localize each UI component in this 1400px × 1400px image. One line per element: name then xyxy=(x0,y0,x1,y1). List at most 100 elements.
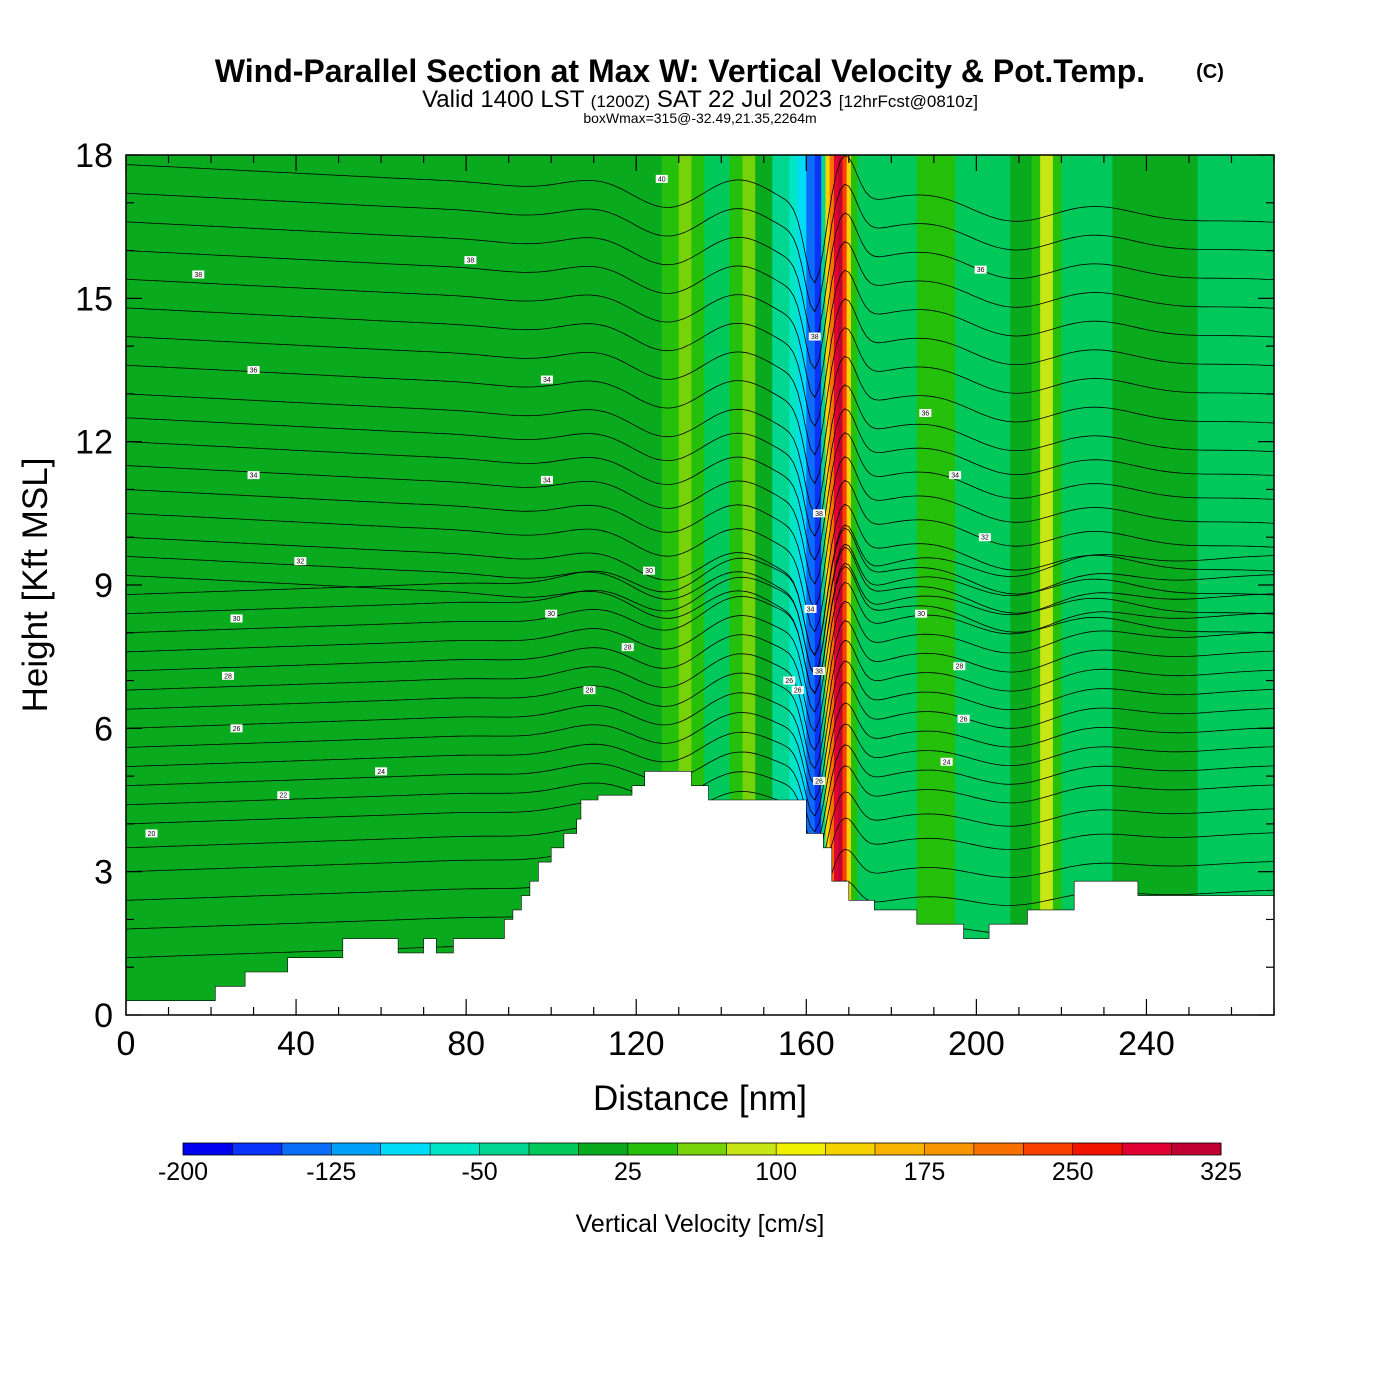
theta-label-23: 38 xyxy=(813,667,826,676)
theta-label-16: 30 xyxy=(642,566,655,575)
colorbar-swatch xyxy=(1171,1143,1222,1155)
theta-contour-33 xyxy=(126,183,1274,313)
theta-contour-16 xyxy=(126,543,1274,675)
theta-contour-19 xyxy=(126,546,1274,676)
copyright-mark: (C) xyxy=(1196,61,1224,83)
theta-label-13: 30 xyxy=(545,609,558,618)
theta-contour-10 xyxy=(126,660,1274,786)
theta-contour-32 xyxy=(126,212,1274,341)
theta-label-6: 32 xyxy=(294,557,307,566)
theta-label-5: 30 xyxy=(230,614,243,623)
theta-label-0: 20 xyxy=(145,829,158,838)
colorbar: -200 -125 -50 25 100 175 250 325 xyxy=(158,1142,1242,1186)
theta-label-text: 26 xyxy=(785,678,793,685)
theta-label-text: 34 xyxy=(543,377,551,384)
theta-label-text: 32 xyxy=(981,535,989,542)
velocity-band-29 xyxy=(1052,155,1063,1015)
chart-subtitle: Valid 1400 LST (1200Z) SAT 22 Jul 2023 [… xyxy=(422,86,978,113)
x-tick-label: 160 xyxy=(778,1025,835,1063)
theta-contour-26 xyxy=(126,384,1274,513)
subtitle-forecast: [12hrFcst@0810z] xyxy=(839,92,978,111)
theta-label-11: 34 xyxy=(540,375,553,384)
theta-contour-23 xyxy=(126,456,1274,585)
theta-label-text: 28 xyxy=(624,645,632,652)
colorbar-swatch xyxy=(627,1143,678,1155)
colorbar-swatch xyxy=(430,1143,481,1155)
theta-label-text: 30 xyxy=(233,616,241,623)
theta-contour-labels: 2022242628303234363838343430282830402626… xyxy=(145,174,991,838)
velocity-band-31 xyxy=(1112,155,1199,1015)
theta-label-9: 38 xyxy=(192,270,205,279)
theta-contour-21 xyxy=(126,503,1274,633)
theta-label-14: 28 xyxy=(583,686,596,695)
colorbar-swatch xyxy=(232,1143,283,1155)
velocity-band-19 xyxy=(838,155,844,1015)
colorbar-tick-label: -50 xyxy=(462,1158,498,1186)
subtitle-date: SAT 22 Jul 2023 xyxy=(657,86,832,113)
theta-label-3: 26 xyxy=(230,724,243,733)
theta-contour-8 xyxy=(126,702,1274,817)
theta-label-text: 26 xyxy=(233,726,241,733)
theta-contour-17 xyxy=(126,524,1274,656)
colorbar-swatch xyxy=(677,1143,728,1155)
theta-label-22: 38 xyxy=(813,509,826,518)
colorbar-swatch xyxy=(776,1143,827,1155)
velocity-band-12 xyxy=(797,155,807,1015)
theta-label-text: 34 xyxy=(951,473,959,480)
theta-label-text: 36 xyxy=(977,267,985,274)
y-tick-label: 12 xyxy=(75,424,113,462)
velocity-band-20 xyxy=(842,155,848,1015)
theta-label-text: 38 xyxy=(467,258,475,265)
velocity-band-15 xyxy=(821,155,827,1015)
x-tick-label: 80 xyxy=(447,1025,485,1063)
theta-label-17: 40 xyxy=(655,174,668,183)
y-axis-label: Height [Kft MSL] xyxy=(16,458,55,713)
theta-label-text: 34 xyxy=(543,477,551,484)
theta-label-4: 28 xyxy=(222,671,235,680)
colorbar-swatch xyxy=(331,1143,382,1155)
colorbar-tick-label: 250 xyxy=(1052,1158,1094,1186)
theta-label-19: 26 xyxy=(791,686,804,695)
theta-contour-9 xyxy=(126,681,1274,801)
theta-label-text: 30 xyxy=(645,568,653,575)
theta-label-text: 40 xyxy=(658,176,666,183)
x-tick-label: 0 xyxy=(117,1025,136,1063)
theta-label-text: 38 xyxy=(815,669,823,676)
theta-contour-22 xyxy=(126,479,1274,609)
theta-label-text: 36 xyxy=(250,368,258,375)
subtitle-utc: (1200Z) xyxy=(591,92,651,111)
colorbar-swatch xyxy=(1122,1143,1173,1155)
theta-label-text: 28 xyxy=(586,688,594,695)
x-axis-label: Distance [nm] xyxy=(593,1079,807,1118)
colorbar-swatch xyxy=(578,1143,629,1155)
theta-label-text: 24 xyxy=(943,759,951,766)
theta-label-12: 34 xyxy=(540,475,553,484)
theta-label-text: 38 xyxy=(811,334,819,341)
colorbar-swatch xyxy=(825,1143,876,1155)
theta-label-25: 30 xyxy=(915,609,928,618)
theta-contour-14 xyxy=(126,581,1274,713)
velocity-band-13 xyxy=(806,155,816,1015)
theta-contour-12 xyxy=(126,620,1274,752)
theta-label-7: 34 xyxy=(247,471,260,480)
y-tick-label: 9 xyxy=(94,567,113,605)
velocity-band-14 xyxy=(814,155,822,1015)
y-tick-label: 0 xyxy=(94,997,113,1035)
theta-label-text: 34 xyxy=(250,473,258,480)
chart-title: Wind-Parallel Section at Max W: Vertical… xyxy=(215,53,1145,89)
x-tick-label: 120 xyxy=(608,1025,665,1063)
colorbar-swatch xyxy=(1072,1143,1123,1155)
theta-label-24: 26 xyxy=(813,776,826,785)
colorbar-label: Vertical Velocity [cm/s] xyxy=(576,1210,825,1238)
velocity-band-27 xyxy=(1031,155,1041,1015)
theta-contour-24 xyxy=(126,432,1274,561)
theta-label-18: 26 xyxy=(783,676,796,685)
y-tick-label: 3 xyxy=(94,854,113,892)
velocity-band-30 xyxy=(1061,155,1114,1015)
theta-contour-34 xyxy=(126,155,1274,284)
velocity-band-25 xyxy=(955,155,1011,1015)
theta-label-21: 38 xyxy=(808,332,821,341)
colorbar-swatch xyxy=(1023,1143,1074,1155)
theta-contour-18 xyxy=(126,565,1274,695)
